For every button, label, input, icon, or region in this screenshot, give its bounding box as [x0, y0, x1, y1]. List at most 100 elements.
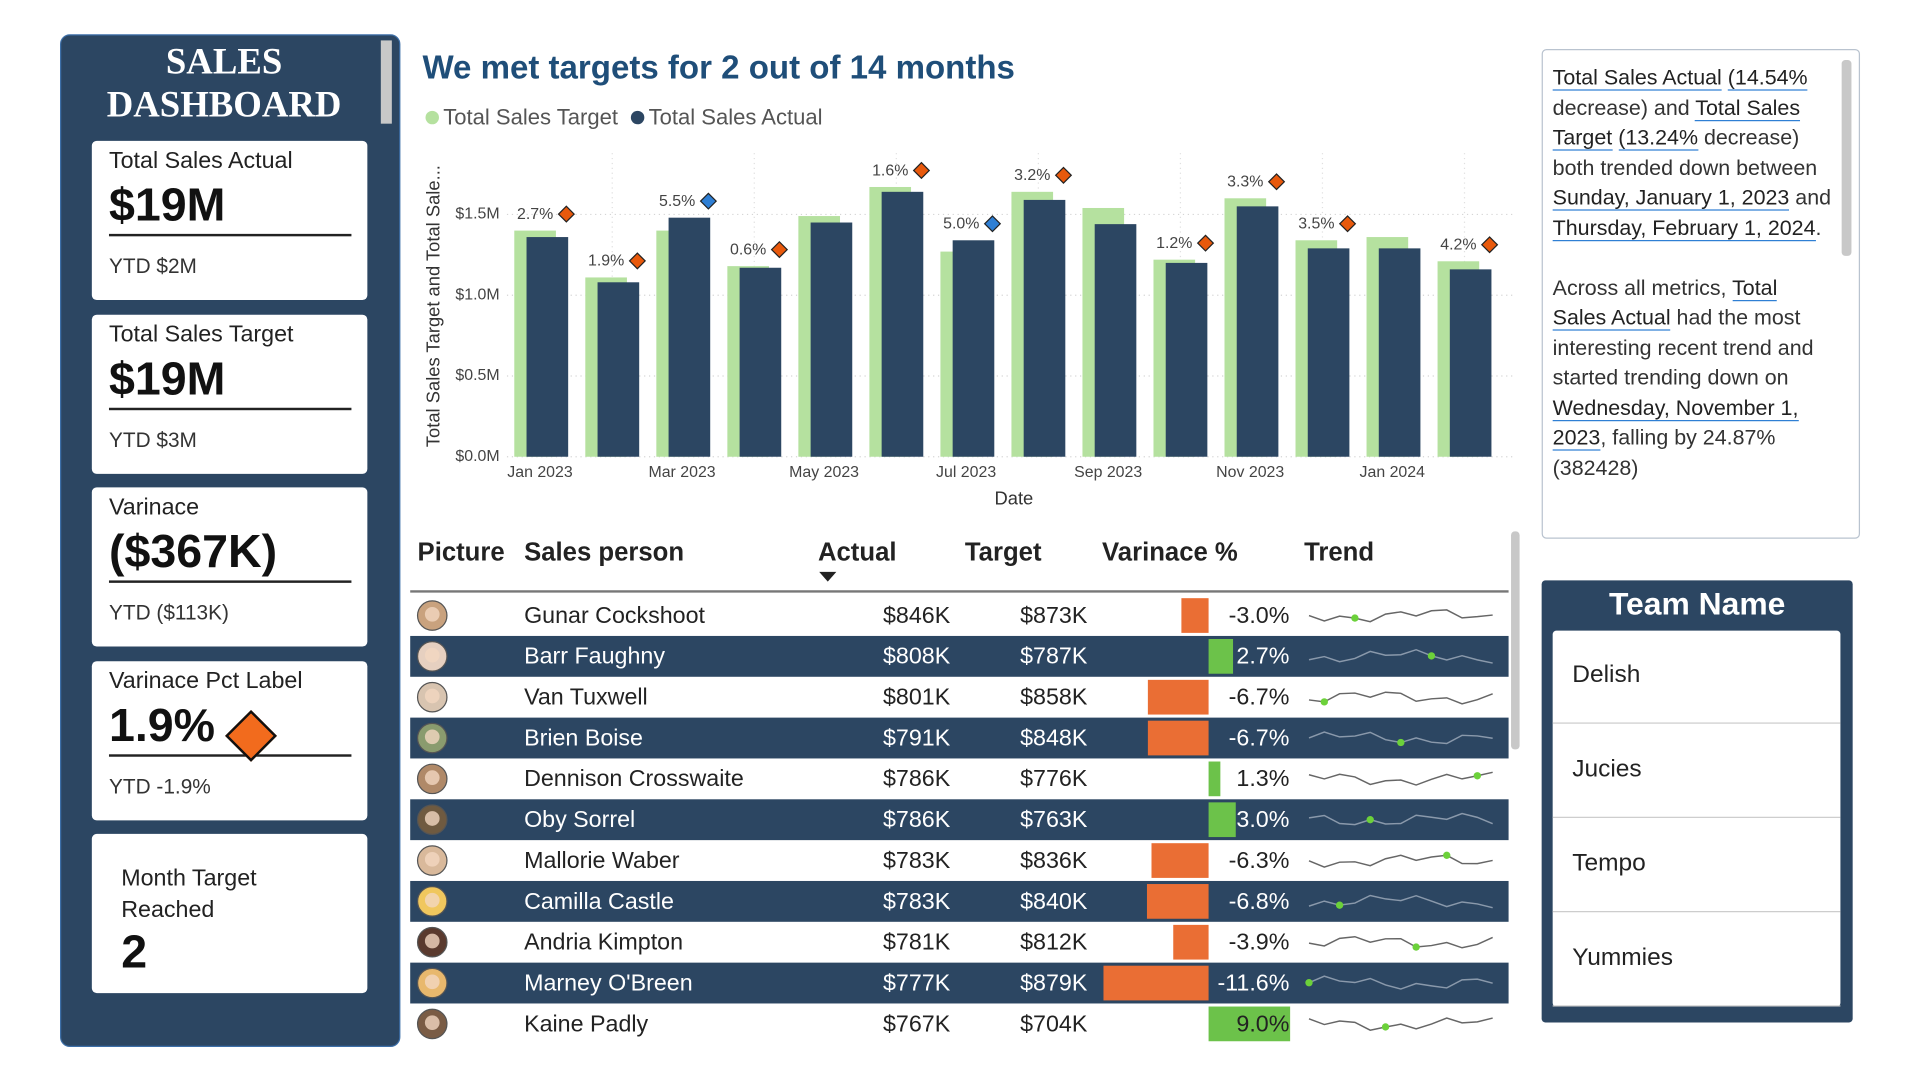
- avatar: [416, 681, 448, 713]
- trend-peak: [1427, 652, 1436, 660]
- sort-indicator: [819, 571, 837, 582]
- narrative-span: Across all metrics,: [1552, 274, 1733, 300]
- kpi-card: Varinace Pct Label 1.9% YTD -1.9%: [91, 661, 368, 821]
- variance-diamond: [1054, 166, 1073, 184]
- kpi-card: Month Target Reached 2: [91, 833, 368, 994]
- row-band: [410, 799, 1509, 841]
- target-cell: $879K: [1020, 969, 1088, 995]
- trend-sparkline: [1308, 691, 1493, 705]
- kpi-rule: [108, 754, 352, 757]
- actual-cell: $801K: [883, 684, 951, 710]
- variance-cell: -6.7%: [1229, 724, 1290, 750]
- sales-person: Brien Boise: [524, 724, 643, 750]
- column-header: Trend: [1304, 538, 1374, 566]
- column-header: Target: [965, 538, 1042, 566]
- bar: [1378, 248, 1421, 457]
- kpi-rule: [108, 580, 352, 583]
- narrative-link: Total Sales Target: [1552, 94, 1801, 151]
- avatar-face: [424, 770, 440, 785]
- trend-sparkline: [1308, 648, 1493, 664]
- sales-person: Van Tuxwell: [524, 684, 648, 710]
- avatar-face: [424, 851, 440, 867]
- bar: [668, 217, 711, 457]
- variance-cell: 9.0%: [1236, 1010, 1289, 1036]
- slicer-item[interactable]: Tempo: [1552, 819, 1841, 913]
- variance-annotation: 5.0%: [943, 216, 979, 233]
- variance-cell: -6.3%: [1229, 847, 1290, 873]
- kpi-card: Varinace ($367K) YTD ($113K): [91, 487, 368, 647]
- variance-cell: -6.8%: [1229, 888, 1290, 914]
- bar: [1165, 262, 1208, 457]
- kpi-value: 2: [121, 926, 148, 979]
- sales-person: Dennison Crosswaite: [524, 765, 744, 791]
- narrative-span: , falling by 24.87% (382428): [1552, 424, 1776, 480]
- variance-bar: [1147, 720, 1209, 756]
- variance-diamond: [1338, 215, 1357, 233]
- variance-diamond: [1196, 234, 1215, 252]
- target-cell: $776K: [1020, 765, 1088, 791]
- variance-cell: -6.7%: [1229, 684, 1290, 710]
- variance-cell: 3.0%: [1236, 806, 1289, 832]
- bar: [597, 282, 640, 457]
- kpi-ytd: YTD ($113K): [108, 601, 229, 625]
- avatar-face: [424, 1015, 440, 1031]
- trend-peak: [1412, 943, 1420, 951]
- narrative-link: Wednesday, November 1, 2023: [1552, 394, 1799, 451]
- smart-narrative: Total Sales Actual (14.54% decrease) and…: [1541, 48, 1861, 539]
- avatar-face: [424, 933, 440, 949]
- kpi-value: $19M: [108, 353, 226, 406]
- trend-peak: [1320, 698, 1328, 706]
- x-tick-label: Jul 2023: [936, 464, 996, 481]
- kpi-card: Total Sales Actual $19M YTD $2M: [91, 140, 368, 301]
- legend-label: Total Sales Actual: [649, 105, 823, 130]
- slicer-item[interactable]: Yummies: [1552, 913, 1841, 1007]
- narrative-span: and: [1789, 184, 1832, 210]
- avatar-face: [424, 729, 440, 745]
- variance-cell: -11.6%: [1217, 969, 1289, 995]
- narrative-span: had the most interesting recent trend an…: [1552, 304, 1814, 390]
- target-cell: $848K: [1020, 724, 1088, 750]
- x-tick-label: Mar 2023: [648, 464, 715, 481]
- sidebar-scrollbar: [380, 40, 392, 124]
- avatar: [416, 926, 448, 958]
- trend-peak: [1381, 1023, 1390, 1031]
- x-tick-label: Jan 2024: [1360, 464, 1426, 481]
- narrative-paragraph: Total Sales Actual (14.54% decrease) and…: [1552, 62, 1837, 242]
- trend-peak: [1335, 901, 1344, 909]
- sales-person: Camilla Castle: [524, 888, 674, 914]
- variance-diamond: [770, 240, 789, 259]
- target-cell: $704K: [1020, 1010, 1088, 1036]
- y-tick-label: $0.0M: [455, 448, 499, 465]
- variance-annotation: 3.2%: [1014, 167, 1050, 184]
- variance-bar: [1173, 924, 1209, 960]
- narrative-link: (13.24%: [1618, 124, 1699, 151]
- y-axis-title: Total Sales Target and Total Sale...: [423, 165, 444, 447]
- kpi-value: $19M: [108, 180, 226, 232]
- variance-diamond: [1267, 173, 1286, 191]
- narrative-span: .: [1815, 214, 1822, 240]
- slicer-item[interactable]: Jucies: [1552, 725, 1841, 818]
- bar: [881, 191, 924, 457]
- slicer-item[interactable]: Delish: [1552, 631, 1841, 724]
- column-header: Sales person: [524, 538, 684, 566]
- narrative-text: Total Sales Actual (14.54% decrease) and…: [1552, 62, 1837, 512]
- trend-peak: [1366, 816, 1374, 824]
- variance-diamond: [912, 161, 931, 180]
- x-tick-label: May 2023: [789, 464, 859, 481]
- kpi-rule: [108, 407, 352, 411]
- variance-annotation: 2.7%: [517, 206, 553, 223]
- kpi-label: Total Sales Actual: [108, 148, 293, 174]
- y-tick-label: $0.5M: [455, 367, 499, 384]
- variance-bar: [1208, 639, 1234, 674]
- avatar-face: [424, 647, 440, 663]
- avatar-face: [424, 606, 440, 622]
- chart-title: We met targets for 2 out of 14 months: [422, 50, 1014, 87]
- variance-bar: [1208, 761, 1221, 797]
- legend-marker: [425, 110, 439, 125]
- variance-cell: 1.3%: [1236, 765, 1289, 791]
- x-tick-label: Jan 2023: [507, 464, 573, 481]
- avatar: [416, 845, 448, 876]
- kpi-value: ($367K): [108, 526, 278, 578]
- team-slicer: Team Name Delish Jucies Tempo Yummies: [1541, 580, 1853, 1023]
